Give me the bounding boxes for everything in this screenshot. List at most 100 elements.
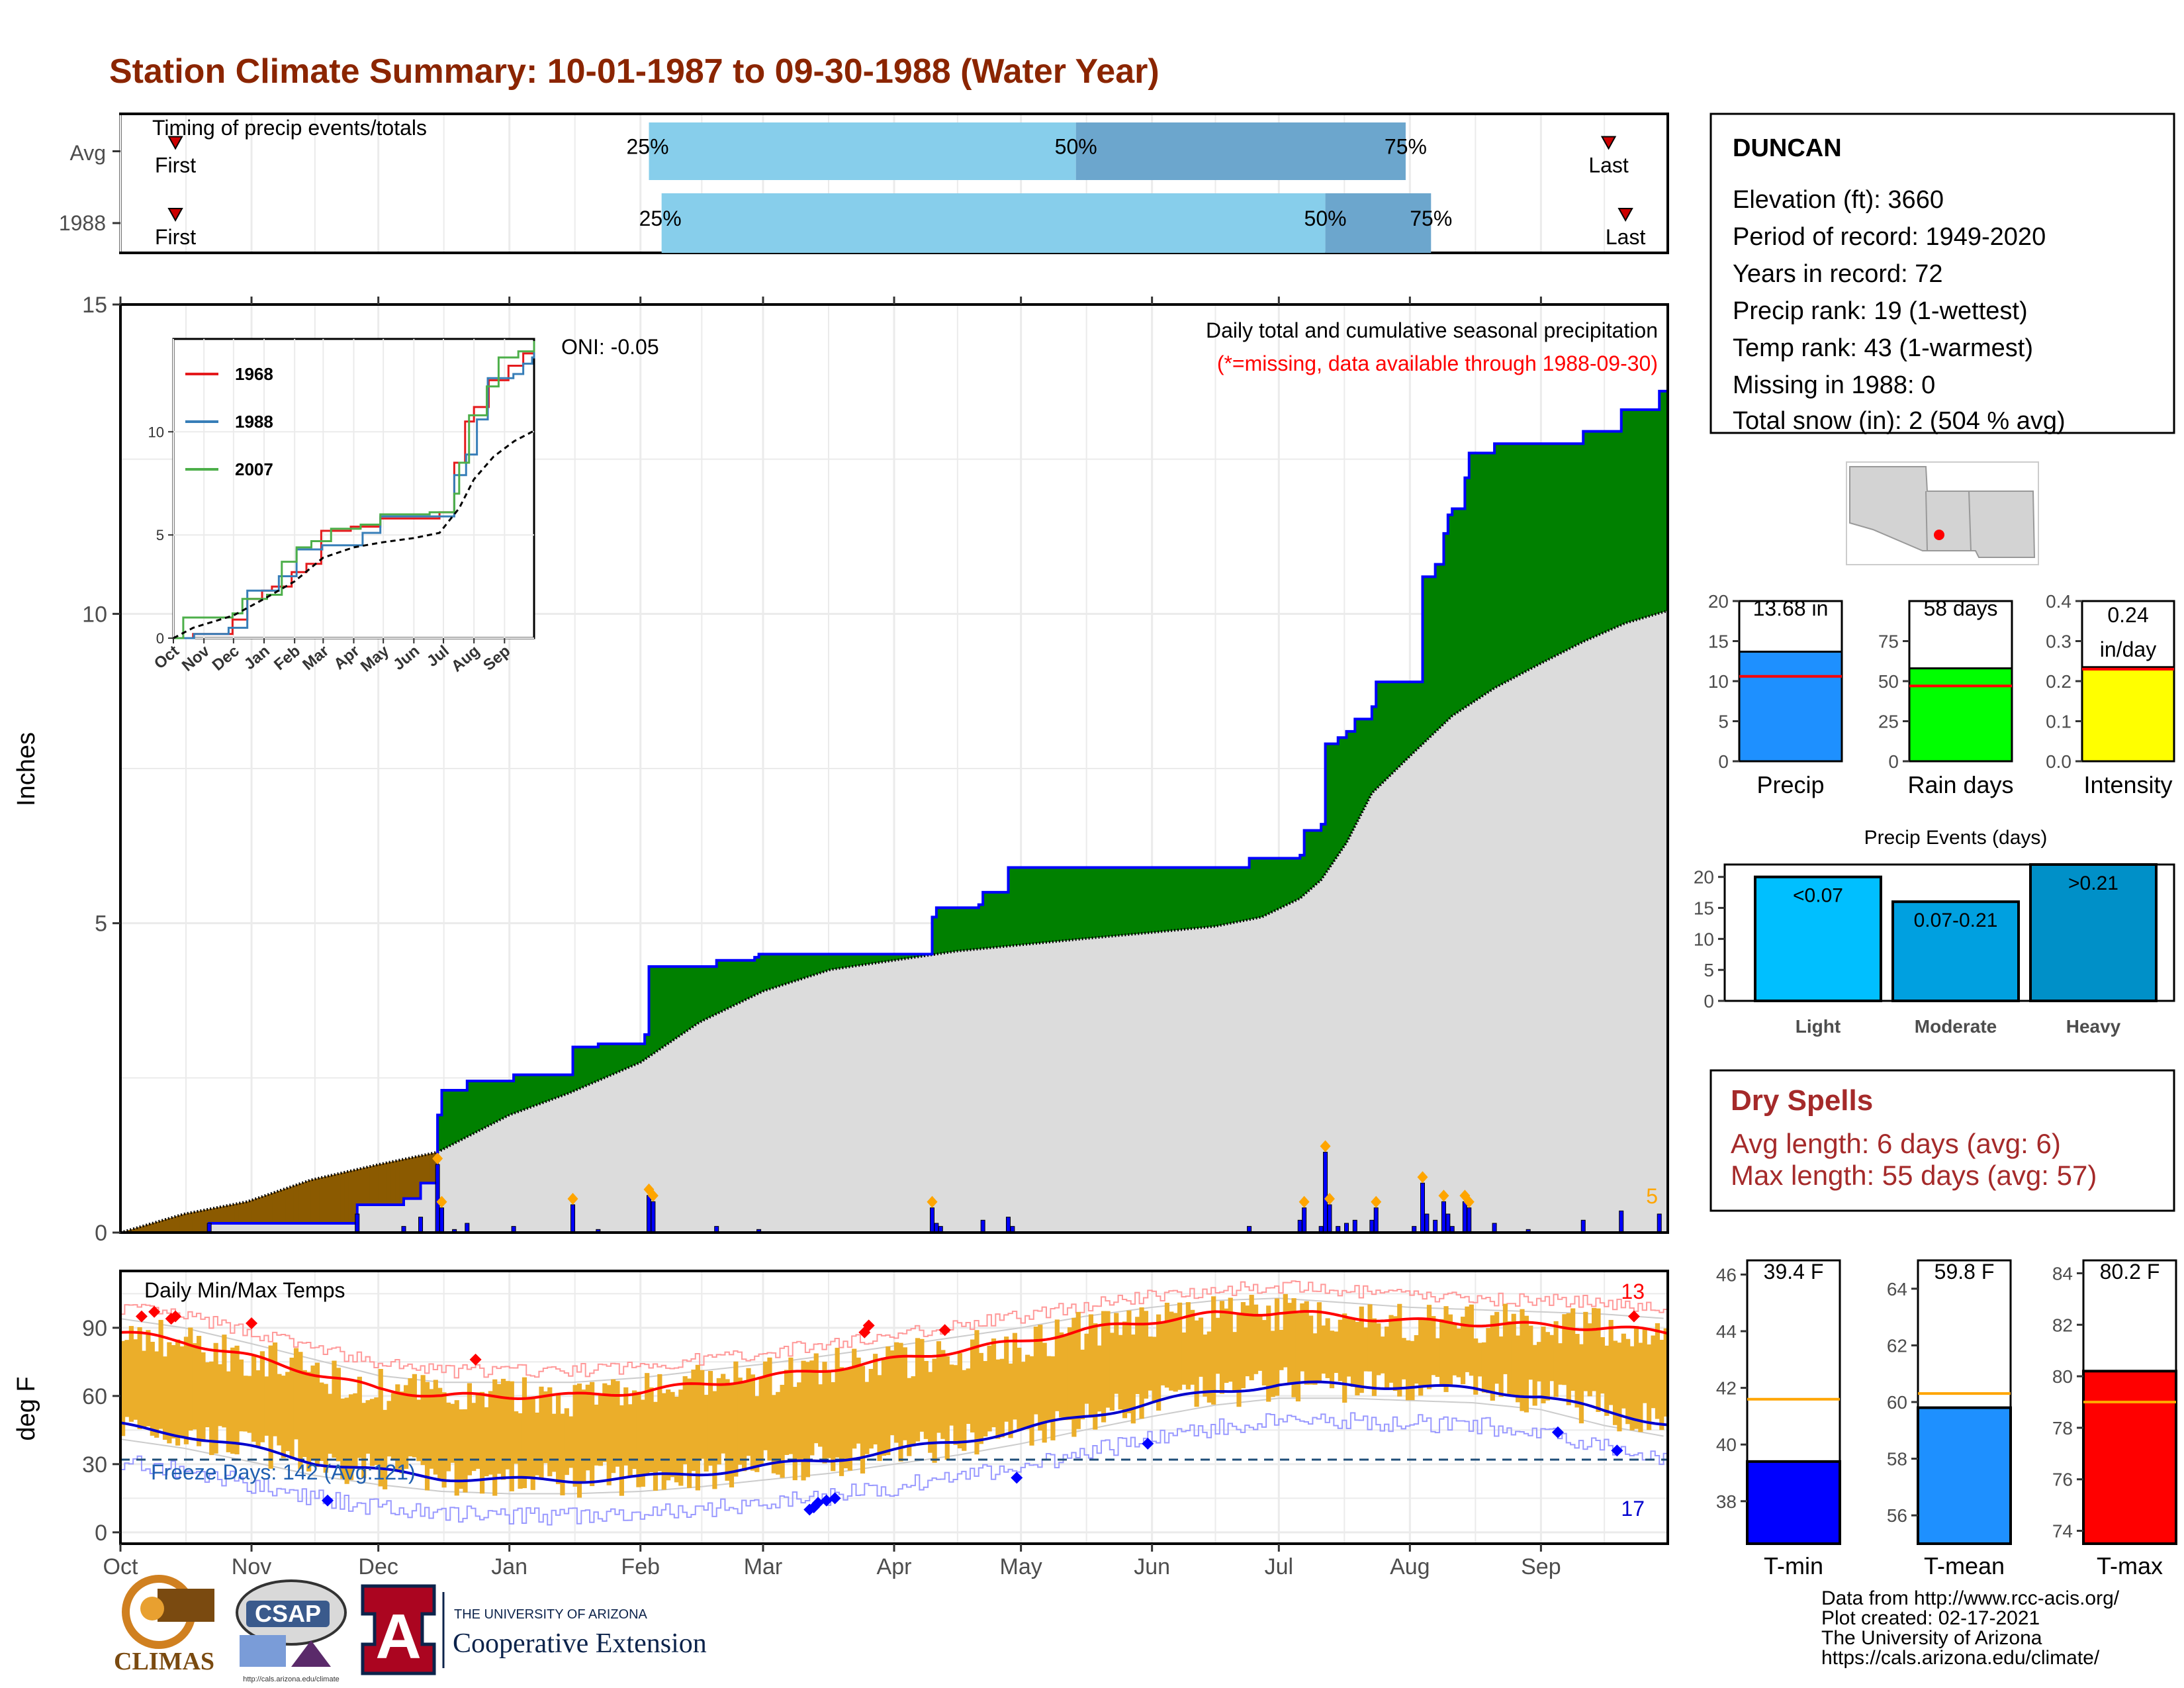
page-title: Station Climate Summary: 10-01-1987 to 0…: [109, 52, 1160, 91]
daily-temp-bar: [928, 1372, 933, 1453]
daily-temp-bar: [1511, 1313, 1516, 1397]
daily-temp-bar: [1388, 1315, 1394, 1383]
daily-temp-bar: [1287, 1303, 1293, 1384]
mini-bar-ytick-label: 25: [1878, 712, 1899, 732]
inset-legend-label: 1988: [235, 412, 273, 432]
daily-temp-bar: [1126, 1310, 1132, 1413]
precip-surplus-area: [1469, 453, 1474, 705]
month-label: May: [1000, 1554, 1042, 1579]
precip-surplus-area: [1300, 855, 1305, 899]
precip-surplus-area: [1334, 743, 1339, 862]
precip-surplus-area: [1443, 533, 1449, 724]
daily-temp-bar: [970, 1339, 976, 1432]
daily-temp-bar: [1629, 1346, 1635, 1430]
precip-surplus-area: [801, 954, 806, 980]
daily-temp-bar: [1325, 1318, 1330, 1378]
daily-temp-bar: [492, 1379, 498, 1496]
precip-surplus-area: [1477, 453, 1482, 700]
precip-surplus-area: [1270, 858, 1275, 914]
precip-surplus-area: [1211, 867, 1216, 927]
precip-surplus-area: [479, 1081, 484, 1131]
timing-label-75: 75%: [1385, 135, 1427, 159]
climas-logo-sun: [140, 1597, 164, 1620]
precip-surplus-area: [1059, 867, 1064, 941]
daily-temp-bar: [1600, 1337, 1605, 1394]
mini-bar-value-label: 13.68 in: [1753, 596, 1829, 620]
daily-temp-bar: [1321, 1325, 1326, 1374]
precip-surplus-area: [674, 966, 679, 1040]
precip-surplus-area: [547, 1074, 553, 1102]
precip-surplus-area: [754, 957, 760, 996]
daily-temp-bar: [818, 1384, 823, 1447]
timing-last-label: Last: [1588, 154, 1629, 177]
footer-line-created: Plot created: 02-17-2021: [1821, 1607, 2040, 1629]
precip-surplus-area: [500, 1081, 506, 1120]
record-low-marker: [1551, 1426, 1564, 1438]
precip-surplus-area: [623, 1043, 629, 1070]
precip-surplus-area: [1507, 444, 1512, 682]
daily-precip-bar: [980, 1219, 985, 1233]
locator-map: [1846, 461, 2039, 565]
daily-temp-bar: [923, 1360, 929, 1439]
precip-surplus-area: [792, 954, 797, 982]
daily-temp-bar: [1367, 1304, 1373, 1372]
precip-surplus-area: [784, 954, 789, 985]
precip-surplus-area: [1109, 867, 1115, 937]
daily-temp-bar: [1566, 1313, 1571, 1405]
precip-surplus-area: [657, 966, 662, 1051]
precip-ytick-label: 5: [95, 912, 107, 937]
precip-deficit-area: [162, 1219, 167, 1233]
daily-temp-bar: [255, 1370, 261, 1447]
precip-surplus-area: [704, 966, 709, 1021]
precip-surplus-area: [1291, 858, 1297, 903]
precip-surplus-area: [978, 904, 983, 949]
timing-label-75: 75%: [1410, 207, 1452, 230]
precip-surplus-area: [1329, 743, 1334, 868]
precip-surplus-area: [535, 1074, 540, 1106]
precip-surplus-area: [940, 908, 946, 954]
precip-deficit-area: [251, 1198, 257, 1223]
daily-temp-bar: [1532, 1344, 1537, 1406]
precip-surplus-area: [1371, 706, 1377, 794]
daily-temp-bar: [277, 1374, 282, 1446]
temp-bar-ytick-label: 82: [2052, 1315, 2073, 1335]
daily-temp-bar: [999, 1358, 1005, 1438]
precip-surplus-area: [1385, 682, 1389, 781]
daily-temp-bar: [602, 1383, 608, 1462]
daily-temp-bar: [285, 1372, 291, 1452]
daily-temp-bar: [1647, 1344, 1652, 1430]
mini-bar-ytick-label: 0.0: [2046, 751, 2071, 772]
precip-surplus-area: [712, 966, 717, 1016]
daily-temp-bar: [1257, 1316, 1263, 1371]
daily-temp-bar: [141, 1350, 147, 1429]
timing-last-marker: [1617, 208, 1633, 222]
precip-surplus-area: [539, 1074, 544, 1105]
daily-temp-bar: [1042, 1342, 1047, 1443]
precip-yticks: 0 5 10 15: [82, 293, 120, 1246]
precip-surplus-area: [484, 1081, 489, 1129]
temp-bar-ytick-label: 62: [1887, 1335, 1907, 1356]
timing-panel: 25% 50% 75% First Last 25% 50% 75% First Last Tim…: [59, 113, 1669, 254]
timing-label-25: 25%: [626, 135, 668, 159]
precip-surplus-area: [1257, 858, 1263, 918]
daily-temp-bar: [1363, 1327, 1369, 1372]
precip-deficit-area: [408, 1157, 413, 1199]
csap-logo-url: http://cals.arizona.edu/climate: [243, 1675, 340, 1683]
daily-temp-bar: [488, 1391, 493, 1475]
month-label: Aug: [1390, 1554, 1430, 1579]
precip-surplus-area: [1232, 867, 1238, 923]
precip-surplus-area: [944, 908, 950, 953]
timing-bar-25-50: [649, 122, 1076, 180]
daily-temp-bar: [1338, 1319, 1343, 1382]
daily-temp-bar: [1596, 1308, 1601, 1412]
daily-temp-bar: [1067, 1327, 1073, 1421]
precip-surplus-area: [999, 892, 1005, 947]
timing-bar-50-75: [1325, 193, 1432, 253]
cumulative-observed-line: [120, 389, 1668, 1234]
precip-surplus-area: [1596, 431, 1601, 636]
daily-temp-bar: [281, 1376, 286, 1458]
precip-surplus-area: [526, 1074, 531, 1109]
precip-surplus-area: [1097, 867, 1102, 938]
daily-temp-bar: [839, 1367, 844, 1476]
daily-temp-bar: [1093, 1323, 1098, 1430]
